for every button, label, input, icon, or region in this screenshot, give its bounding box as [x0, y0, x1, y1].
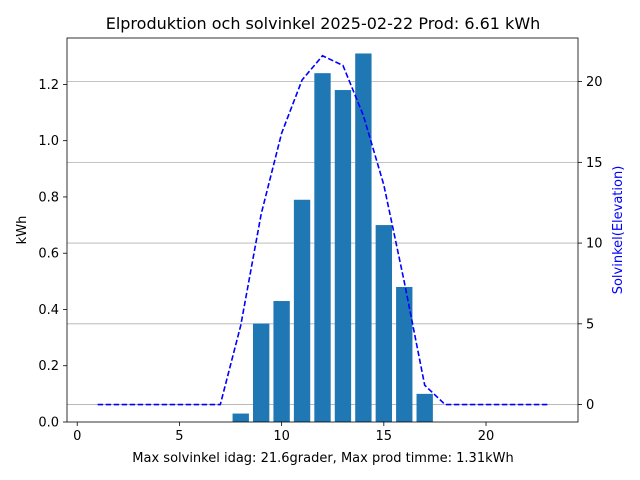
elevation-series — [97, 54, 548, 406]
bar-series — [232, 53, 433, 423]
chart-title: Elproduktion och solvinkel 2025-02-22 Pr… — [106, 14, 541, 33]
x-tick-label: 5 — [175, 429, 183, 444]
y-tick-label: 0.6 — [38, 247, 59, 262]
y2-tick-label: 10 — [586, 237, 603, 252]
x-tick-label: 20 — [478, 429, 495, 444]
bar — [416, 393, 433, 422]
y-tick-label: 1.0 — [38, 134, 59, 149]
bar — [355, 53, 372, 422]
x-tick-label: 15 — [376, 429, 393, 444]
x-axis-label: Max solvinkel idag: 21.6grader, Max prod… — [132, 451, 513, 466]
bar — [375, 225, 392, 422]
axes — [63, 37, 582, 426]
x-tick-label: 0 — [73, 429, 81, 444]
y2-tick-label: 5 — [586, 317, 594, 332]
bar — [232, 413, 249, 422]
y2-axis-label: Solvinkel(Elevation) — [611, 166, 626, 295]
bar — [273, 301, 290, 422]
elevation-line — [97, 54, 548, 406]
y2-tick-label: 15 — [586, 156, 603, 171]
y-tick-label: 1.2 — [38, 78, 59, 93]
bar — [396, 286, 413, 422]
y-axis-label: kWh — [15, 216, 30, 245]
tick-labels: 0 5 10 15 20 0.0 0.2 0.4 0.6 0.8 1.0 1.2 0 5 10 15 20 — [38, 75, 602, 444]
y-tick-label: 0.4 — [38, 303, 59, 318]
plot-frame — [66, 37, 579, 423]
bar — [293, 199, 311, 422]
x-tick-label: 10 — [273, 429, 290, 444]
bar — [253, 323, 270, 422]
y-tick-label: 0.0 — [38, 416, 59, 431]
y-tick-label: 0.2 — [38, 359, 59, 374]
bar — [334, 90, 352, 423]
y2-tick-label: 0 — [586, 398, 594, 413]
bar — [314, 73, 331, 423]
y-tick-label: 0.8 — [38, 190, 59, 205]
y2-tick-label: 20 — [586, 75, 603, 90]
